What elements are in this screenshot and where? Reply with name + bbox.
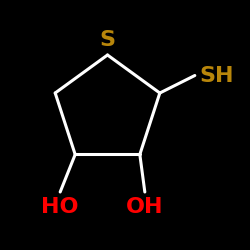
Text: S: S: [100, 30, 116, 50]
Text: OH: OH: [126, 197, 164, 217]
Text: SH: SH: [200, 66, 234, 86]
Text: HO: HO: [42, 197, 79, 217]
